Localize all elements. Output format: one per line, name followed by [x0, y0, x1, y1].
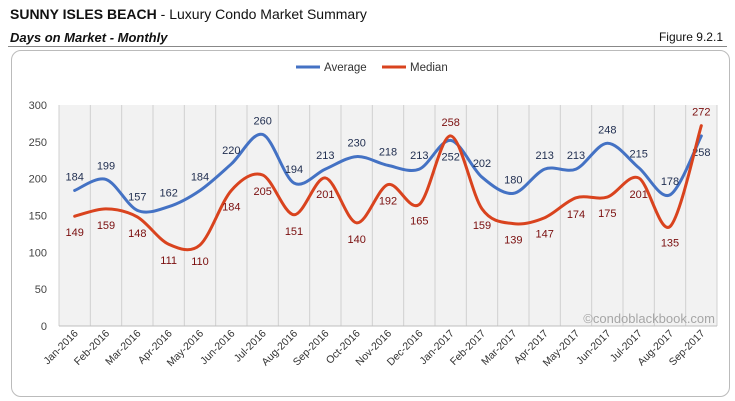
- data-label: 157: [128, 191, 146, 203]
- data-label: 272: [692, 107, 710, 119]
- data-label: 258: [441, 117, 459, 129]
- data-label: 149: [65, 227, 83, 239]
- y-tick-label: 150: [29, 211, 47, 223]
- x-tick-label: Jun-2016: [198, 328, 238, 368]
- x-tick-label: Jun-2017: [574, 328, 614, 368]
- y-tick-label: 250: [29, 137, 47, 149]
- data-label: 139: [504, 235, 522, 247]
- data-label: 140: [347, 234, 365, 246]
- y-tick-label: 50: [35, 284, 47, 296]
- data-label: 213: [567, 150, 585, 162]
- data-label: 230: [347, 138, 365, 150]
- series-line-average: [73, 132, 703, 214]
- data-label: 199: [97, 160, 115, 172]
- data-label: 184: [65, 171, 83, 183]
- data-label: 201: [316, 189, 334, 201]
- data-label: 218: [379, 146, 397, 158]
- data-label: 135: [661, 238, 679, 250]
- legend-label: Average: [324, 62, 367, 74]
- chart-title: SUNNY ISLES BEACH - Luxury Condo Market …: [10, 6, 367, 22]
- data-label: 205: [253, 186, 271, 198]
- y-tick-label: 300: [29, 100, 47, 112]
- data-label: 110: [191, 256, 209, 268]
- data-label: 147: [535, 229, 553, 241]
- data-label: 174: [567, 209, 585, 221]
- data-label: 260: [253, 115, 271, 127]
- series-line-median: [73, 124, 703, 252]
- data-label: 202: [473, 158, 491, 170]
- data-label: 111: [160, 255, 177, 267]
- data-label: 194: [285, 164, 303, 176]
- data-label: 258: [692, 147, 710, 159]
- data-label: 192: [379, 196, 397, 208]
- data-label: 165: [410, 215, 428, 227]
- y-tick-label: 0: [41, 321, 47, 333]
- data-label: 220: [222, 145, 240, 157]
- data-label: 180: [504, 174, 522, 186]
- plot-area: [59, 105, 717, 326]
- data-label: 248: [598, 124, 616, 136]
- data-label: 213: [535, 150, 553, 162]
- data-label: 162: [159, 188, 177, 200]
- divider: [8, 46, 727, 47]
- data-label: 184: [222, 201, 240, 213]
- data-label: 159: [473, 220, 491, 232]
- data-label: 151: [285, 226, 303, 238]
- chart-subtitle: Days on Market - Monthly: [10, 30, 168, 45]
- data-label: 175: [598, 208, 616, 220]
- data-label: 201: [629, 189, 647, 201]
- data-label: 148: [128, 228, 146, 240]
- data-label: 213: [316, 150, 334, 162]
- y-tick-label: 200: [29, 174, 47, 186]
- figure-number: Figure 9.2.1: [658, 30, 723, 44]
- data-label: 252: [441, 151, 459, 163]
- y-tick-label: 100: [29, 247, 47, 259]
- data-label: 178: [661, 176, 679, 188]
- data-label: 184: [191, 171, 209, 183]
- watermark: ©condoblackbook.com: [583, 311, 715, 326]
- data-label: 213: [410, 150, 428, 162]
- chart-frame: [11, 50, 730, 397]
- legend-label: Median: [410, 62, 448, 74]
- data-label: 159: [97, 220, 115, 232]
- data-label: 215: [629, 149, 647, 161]
